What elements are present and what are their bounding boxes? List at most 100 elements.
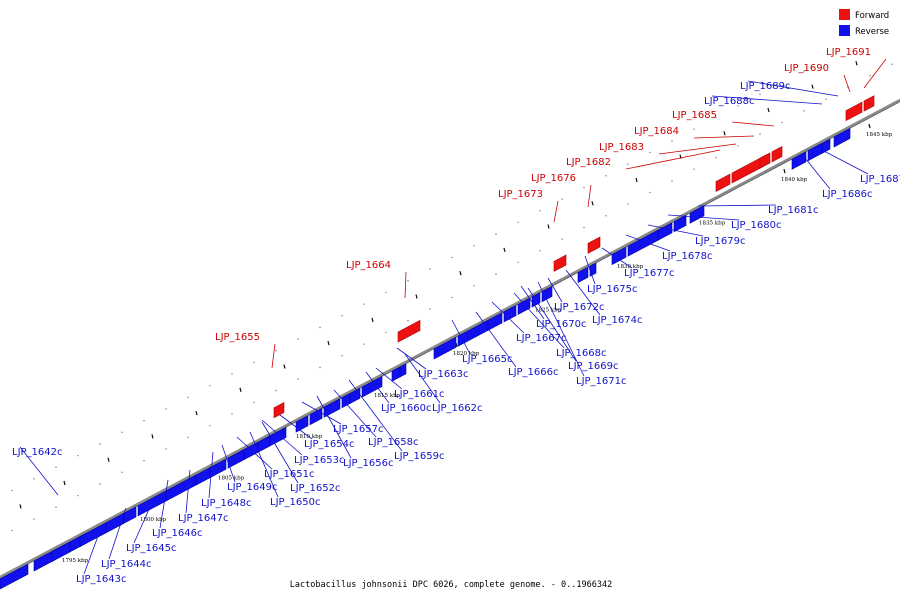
reverse-gene-box <box>433 336 457 360</box>
reverse-gene-box <box>517 297 531 315</box>
grid-dot <box>451 296 453 299</box>
grid-dot <box>253 361 255 364</box>
gene-label-ljp-1659c[interactable]: LJP_1659c <box>394 451 445 462</box>
gene-label-ljp-1643c[interactable]: LJP_1643c <box>76 574 127 585</box>
grid-mark <box>723 131 726 136</box>
gene-label-ljp-1649c[interactable]: LJP_1649c <box>227 482 278 493</box>
grid-mark <box>855 61 858 66</box>
gene-label-ljp-1650c[interactable]: LJP_1650c <box>270 497 321 508</box>
gene-label-ljp-1644c[interactable]: LJP_1644c <box>101 559 152 570</box>
grid-dot <box>693 128 695 130</box>
gene-label-ljp-1653c[interactable]: LJP_1653c <box>294 455 345 466</box>
gene-label-ljp-1662c[interactable]: LJP_1662c <box>432 403 483 414</box>
gene-label-ljp-1648c[interactable]: LJP_1648c <box>201 498 252 509</box>
gene-label-ljp-1652c[interactable]: LJP_1652c <box>290 483 341 494</box>
gene-label-ljp-1647c[interactable]: LJP_1647c <box>178 513 229 524</box>
grid-dot <box>143 459 145 462</box>
gene-label-ljp-1676[interactable]: LJP_1676 <box>531 173 576 184</box>
gene-label-ljp-1664[interactable]: LJP_1664 <box>346 260 391 271</box>
grid-dot <box>55 466 57 469</box>
grid-dot <box>583 226 585 229</box>
forward-gene-box <box>863 95 875 112</box>
gene-label-ljp-1670c[interactable]: LJP_1670c <box>536 319 587 330</box>
leader-ljp-1666c <box>475 311 517 368</box>
gene-label-ljp-1681c[interactable]: LJP_1681c <box>768 205 819 216</box>
gene-label-ljp-1690[interactable]: LJP_1690 <box>784 63 829 74</box>
grid-dot <box>275 350 277 352</box>
gene-label-ljp-1682[interactable]: LJP_1682 <box>566 157 611 168</box>
grid-dot <box>671 180 673 182</box>
gene-label-ljp-1684[interactable]: LJP_1684 <box>634 126 679 137</box>
grid-dot <box>517 221 519 224</box>
reverse-gene-box <box>349 387 361 404</box>
grid-dot <box>429 308 431 310</box>
gene-label-ljp-1654c[interactable]: LJP_1654c <box>304 439 355 450</box>
leader-ljp-1655 <box>271 343 276 369</box>
grid-dot <box>297 378 299 380</box>
gene-label-ljp-1660c[interactable]: LJP_1660c <box>381 403 432 414</box>
gene-label-ljp-1675c[interactable]: LJP_1675c <box>587 284 638 295</box>
reverse-gene-box <box>503 305 517 323</box>
gene-label-ljp-1688c[interactable]: LJP_1688c <box>704 96 755 107</box>
gene-label-ljp-1668c[interactable]: LJP_1668c <box>556 348 607 359</box>
gene-label-ljp-1672c[interactable]: LJP_1672c <box>554 302 605 313</box>
leader-ljp-1654c <box>275 411 313 440</box>
grid-dot <box>715 116 717 119</box>
leader-ljp-1686c <box>804 157 831 190</box>
gene-label-ljp-1677c[interactable]: LJP_1677c <box>624 268 675 279</box>
grid-dot <box>781 121 783 124</box>
leader-ljp-1687c <box>821 149 869 175</box>
grid-dot <box>55 506 57 509</box>
gene-label-ljp-1674c[interactable]: LJP_1674c <box>592 315 643 326</box>
gene-label-ljp-1651c[interactable]: LJP_1651c <box>264 469 315 480</box>
gene-label-ljp-1680c[interactable]: LJP_1680c <box>731 220 782 231</box>
gene-label-ljp-1673[interactable]: LJP_1673 <box>498 189 543 200</box>
gene-label-ljp-1683[interactable]: LJP_1683 <box>599 142 644 153</box>
grid-dot <box>77 454 79 457</box>
leader-ljp-1664 <box>404 271 407 299</box>
leader-ljp-1682 <box>625 149 721 170</box>
gene-label-ljp-1655[interactable]: LJP_1655 <box>215 332 260 343</box>
gene-label-ljp-1642c[interactable]: LJP_1642c <box>12 447 63 458</box>
gene-label-ljp-1646c[interactable]: LJP_1646c <box>152 528 203 539</box>
reverse-gene-box <box>791 151 807 170</box>
gene-label-ljp-1669c[interactable]: LJP_1669c <box>568 361 619 372</box>
grid-dot <box>165 408 167 410</box>
grid-dot <box>451 256 453 259</box>
grid-dot <box>495 233 497 235</box>
gene-label-ljp-1689c[interactable]: LJP_1689c <box>740 81 791 92</box>
gene-label-ljp-1691[interactable]: LJP_1691 <box>826 47 871 58</box>
gene-label-ljp-1671c[interactable]: LJP_1671c <box>576 376 627 387</box>
grid-dot <box>561 198 563 200</box>
gene-label-ljp-1685[interactable]: LJP_1685 <box>672 110 717 121</box>
grid-dot <box>297 338 299 340</box>
gene-label-ljp-1678c[interactable]: LJP_1678c <box>662 251 713 262</box>
grid-dot <box>121 431 123 434</box>
forward-gene-box <box>397 319 421 343</box>
leader-ljp-1676 <box>587 184 592 208</box>
grid-dot <box>33 478 35 480</box>
reverse-gene-box <box>833 128 851 148</box>
grid-dot <box>539 210 541 212</box>
gene-label-ljp-1661c[interactable]: LJP_1661c <box>394 389 445 400</box>
gene-label-ljp-1687c[interactable]: LJP_1687c <box>860 174 900 185</box>
backbone-shadow <box>0 100 900 580</box>
gene-label-ljp-1645c[interactable]: LJP_1645c <box>126 543 177 554</box>
gene-label-ljp-1679c[interactable]: LJP_1679c <box>695 236 746 247</box>
grid-mark <box>371 317 374 322</box>
leader-ljp-1680c <box>667 214 740 221</box>
grid-mark <box>591 201 594 206</box>
leader-ljp-1652c <box>261 421 299 484</box>
grid-dot <box>143 419 145 422</box>
gene-label-ljp-1686c[interactable]: LJP_1686c <box>822 189 873 200</box>
gene-label-ljp-1657c[interactable]: LJP_1657c <box>333 424 384 435</box>
scale-label-9: 1840 kbp <box>781 177 808 183</box>
gene-label-ljp-1658c[interactable]: LJP_1658c <box>368 437 419 448</box>
gene-label-ljp-1656c[interactable]: LJP_1656c <box>343 458 394 469</box>
gene-label-ljp-1665c[interactable]: LJP_1665c <box>462 354 513 365</box>
reverse-gene-box <box>821 138 831 154</box>
grid-dot <box>869 75 871 77</box>
gene-label-ljp-1667c[interactable]: LJP_1667c <box>516 333 567 344</box>
gene-label-ljp-1666c[interactable]: LJP_1666c <box>508 367 559 378</box>
gene-label-ljp-1663c[interactable]: LJP_1663c <box>418 369 469 380</box>
